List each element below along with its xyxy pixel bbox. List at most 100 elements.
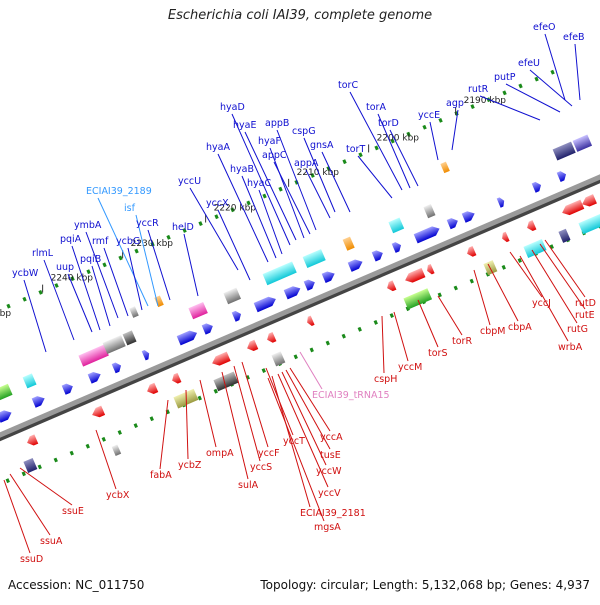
reverse-gene-arrow (27, 434, 39, 446)
forward-feature-box (388, 217, 405, 234)
accession-label: Accession: NC_011750 (8, 578, 145, 592)
reverse-feature-box (523, 239, 547, 258)
forward-gene-label: uup (56, 262, 74, 273)
forward-gene-leader (479, 95, 541, 121)
reverse-gene-leader (289, 367, 331, 432)
reverse-gene-arrow (147, 382, 159, 394)
tick-mark-inner (293, 354, 298, 360)
forward-gene-leader (147, 229, 171, 301)
forward-gene-label: yccU (178, 176, 201, 187)
tick-mark-outer (422, 124, 427, 130)
tick-mark-outer (118, 255, 123, 261)
reverse-gene-label: yccW (316, 466, 342, 477)
forward-gene-arrow (0, 410, 12, 423)
reverse-feature-box (213, 371, 239, 392)
forward-gene-leader (189, 187, 239, 271)
forward-gene-label: ymbA (74, 220, 102, 231)
forward-gene-arrow (87, 372, 101, 384)
reverse-gene-label: cbpM (480, 326, 505, 337)
reverse-feature-box (23, 457, 38, 473)
forward-gene-arrow (531, 181, 542, 193)
forward-gene-label: torD (378, 118, 399, 129)
forward-gene-label: gnsA (310, 140, 334, 151)
forward-gene-label: yccX (206, 198, 229, 209)
forward-gene-arrow (446, 218, 458, 230)
reverse-gene-arrow (307, 315, 315, 326)
forward-gene-arrow (371, 250, 383, 262)
tick-mark-inner (261, 368, 266, 373)
forward-feature-box (22, 373, 37, 389)
forward-gene-leader (97, 197, 149, 307)
tick-mark-inner (325, 340, 330, 346)
forward-gene-arrow (347, 259, 363, 272)
reverse-gene-arrow (527, 220, 537, 231)
forward-gene-arrow (201, 323, 213, 335)
tick-mark-inner (453, 285, 458, 291)
reverse-gene-arrow (405, 267, 426, 283)
reverse-gene-label: tusE (320, 450, 341, 461)
tick-mark-inner (117, 430, 122, 435)
forward-gene-label: appA (294, 158, 319, 169)
tick-mark-outer (214, 214, 219, 220)
tick-mark-outer (182, 228, 187, 233)
reverse-gene-arrow (502, 231, 510, 243)
forward-gene-label: pqiA (60, 234, 82, 245)
tick-mark-outer (6, 303, 11, 309)
forward-gene-leader (135, 214, 159, 307)
tick-mark-outer (102, 262, 107, 268)
reverse-gene-label: cspH (374, 374, 397, 385)
forward-gene-label: ycbG (116, 236, 140, 247)
reverse-gene-leader (417, 299, 439, 348)
reverse-gene-label: wrbA (558, 342, 583, 353)
reverse-feature-box (271, 351, 286, 367)
tick-mark-inner (437, 292, 442, 298)
reverse-gene-label: sulA (238, 480, 259, 491)
scale-tick-label: 2210 kbp (297, 168, 340, 178)
feature-marker (129, 306, 139, 318)
forward-gene-label: hyaC (247, 178, 271, 189)
forward-gene-leader (269, 147, 305, 239)
forward-gene-arrow (556, 171, 567, 182)
forward-gene-arrow (253, 296, 276, 313)
reverse-gene-label: ompA (206, 448, 234, 459)
forward-gene-label: agp (446, 98, 464, 109)
tick-mark-inner (341, 333, 346, 339)
reverse-gene-leader (539, 243, 586, 310)
tick-mark-outer (550, 69, 555, 75)
forward-gene-arrow (111, 362, 122, 374)
tick-mark-outer (134, 248, 139, 254)
forward-feature-box (423, 204, 436, 219)
reverse-gene-leader (199, 379, 217, 448)
forward-gene-label: helD (172, 222, 194, 233)
reverse-gene-label: ECIAI39_2181 (300, 508, 366, 519)
tick-mark-outer (246, 200, 251, 206)
scale-tick-label: 2220 kbp (214, 204, 257, 214)
forward-feature-box (102, 335, 126, 355)
reverse-gene-label: ssuE (62, 506, 84, 517)
forward-gene-leader (258, 189, 283, 255)
forward-gene-leader (529, 69, 573, 107)
forward-gene-label: efeO (533, 22, 556, 33)
forward-gene-label: isf (124, 203, 136, 214)
feature-marker (111, 444, 122, 457)
reverse-gene-label: yccA (320, 432, 343, 443)
forward-gene-label: torT (346, 144, 365, 155)
tick-mark-inner (149, 416, 154, 422)
reverse-gene-label: yccF (258, 448, 280, 459)
reverse-gene-leader (267, 377, 325, 522)
reverse-gene-arrow (427, 263, 435, 275)
tick-mark-outer (86, 269, 91, 275)
forward-gene-label: ECIAI39_2189 (86, 186, 152, 197)
forward-gene-arrow (31, 396, 45, 408)
reverse-gene-label: yccJ (532, 298, 551, 309)
forward-gene-label: rmf (92, 236, 109, 247)
forward-gene-label: appC (262, 150, 287, 161)
reverse-gene-arrow (387, 280, 397, 292)
tick-mark-outer (534, 76, 539, 82)
page-title: Escherichia coli IAI39, complete genome (167, 8, 433, 23)
tick-mark-inner (37, 464, 42, 470)
forward-gene-leader (276, 129, 317, 231)
forward-gene-leader (231, 113, 291, 246)
forward-gene-label: hyaF (258, 136, 281, 147)
